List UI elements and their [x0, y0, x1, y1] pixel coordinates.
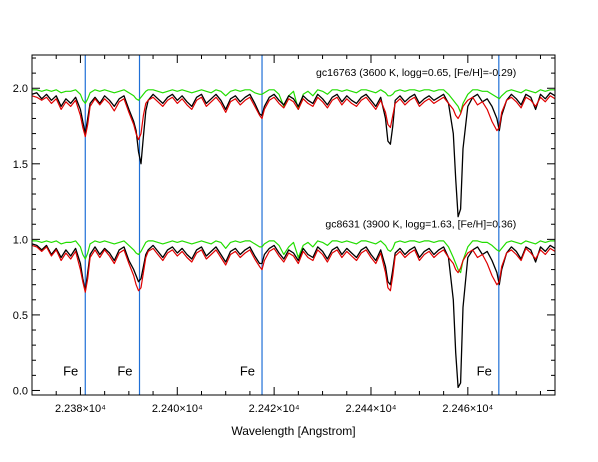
fe-label-2: Fe — [117, 363, 132, 378]
x-tick-label-1: 2.238×10⁴ — [55, 403, 106, 415]
fe-line-markers — [84, 55, 500, 395]
series-gc8631-model — [31, 244, 556, 293]
x-axis-label: Wavelength [Angstrom] — [231, 424, 355, 438]
x-tick-label-2: 2.240×10⁴ — [152, 403, 203, 415]
series-gc8631-observed — [31, 243, 556, 389]
y-tick-label-3: 1.0 — [13, 234, 28, 246]
x-axis-ticks: 2.238×10⁴ 2.240×10⁴ 2.242×10⁴ 2.244×10⁴ 2.24… — [31, 55, 541, 415]
fe-label-1: Fe — [63, 363, 78, 378]
x-tick-label-4: 2.244×10⁴ — [346, 403, 397, 415]
plot-frame — [31, 54, 556, 396]
fe-labels: Fe Fe Fe Fe — [63, 363, 492, 378]
x-tick-label-5: 2.246×10⁴ — [442, 403, 493, 415]
y-tick-label-2: 0.5 — [13, 310, 28, 322]
y-tick-label-5: 2.0 — [13, 83, 28, 95]
star-annotation-2: gc8631 (3900 K, logg=1.63, [Fe/H]=0.36) — [325, 218, 516, 230]
star-annotation-1: gc16763 (3600 K, logg=0.65, [Fe/H]=-0.29… — [316, 67, 516, 79]
series-gc16763-observed — [31, 92, 556, 218]
y-tick-label-4: 1.5 — [13, 159, 28, 171]
fe-label-3: Fe — [240, 363, 255, 378]
x-tick-label-3: 2.242×10⁴ — [249, 403, 300, 415]
star-annotations: gc16763 (3600 K, logg=0.65, [Fe/H]=-0.29… — [316, 67, 516, 230]
spectra-series — [31, 89, 556, 389]
series-gc16763-model — [31, 95, 556, 141]
y-tick-label-1: 0.0 — [13, 385, 28, 397]
series-gc16763-alt-model — [32, 89, 555, 114]
y-axis-ticks: 0.0 0.5 1.0 1.5 2.0 — [13, 57, 555, 397]
fe-label-4: Fe — [477, 363, 492, 378]
